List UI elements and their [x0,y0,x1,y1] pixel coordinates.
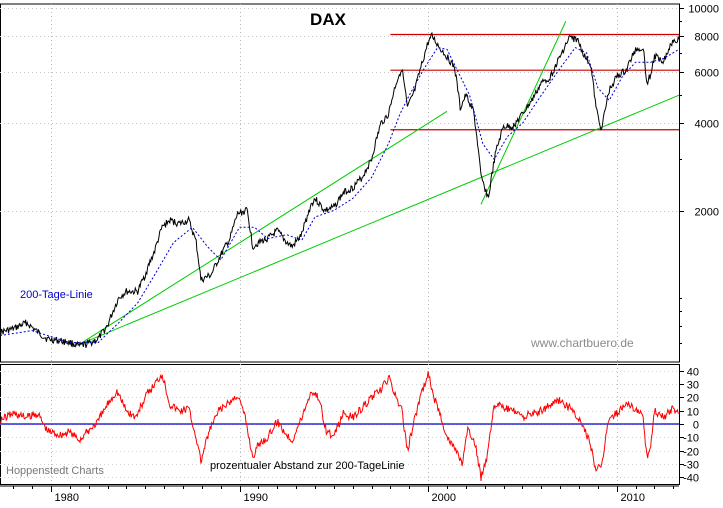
chart-title: DAX [310,10,347,29]
y-tick-label-main: 2000 [695,207,719,219]
y-tick-label-main: 8000 [695,32,719,44]
main-plot-frame [0,3,680,363]
source-note: Hoppenstedt Charts [6,465,104,477]
y-tick-label-oscillator: -10 [683,433,699,445]
dax-price-line [0,31,680,348]
y-tick-label-main: 6000 [695,68,719,80]
y-tick-label-oscillator: -40 [683,473,699,485]
deviation-line [0,371,680,482]
watermark-text: www.chartbuero.de [530,336,634,350]
y-tick-label-oscillator: 20 [687,393,699,405]
main-price-plot: 10000 8000 6000 4000 2000 [0,3,719,363]
y-tick-label-main: 10000 [688,4,719,16]
y-tick-label-oscillator: -20 [683,447,699,459]
y-tick-label-oscillator: 30 [687,380,699,392]
y-tick-label-oscillator: -30 [683,460,699,472]
y-tick-label-oscillator: 40 [687,367,699,379]
x-tick-label: 2010 [621,492,645,503]
moving-average-label: 200-Tage-Linie [20,289,93,301]
trend-line [79,94,680,345]
x-tick-label: 1980 [55,492,79,503]
trend-line [78,110,448,345]
y-tick-label-oscillator: 10 [687,407,699,419]
x-axis: 1980 1990 2000 2010 [0,485,679,504]
x-tick-label: 1990 [244,492,268,503]
y-tick-label-main: 4000 [695,119,719,131]
moving-average-200-line [0,46,680,344]
oscillator-label: prozentualer Abstand zur 200-TageLinie [210,460,404,472]
y-tick-label-oscillator: 0 [693,420,699,432]
x-tick-label: 2000 [432,492,456,503]
